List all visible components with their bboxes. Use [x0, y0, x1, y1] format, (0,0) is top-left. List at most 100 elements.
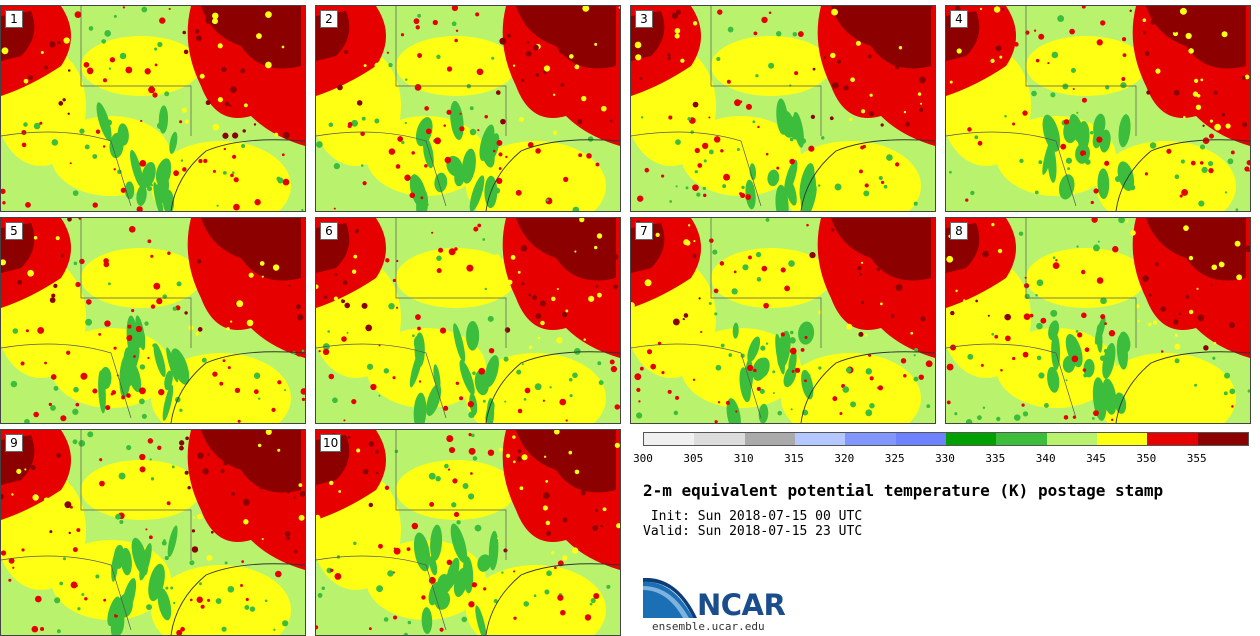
field-speckle [1221, 112, 1226, 117]
field-speckle [1148, 293, 1152, 297]
field-speckle [830, 52, 836, 59]
field-speckle [444, 156, 452, 164]
field-speckle [562, 517, 568, 523]
field-speckle [1232, 54, 1239, 60]
field-speckle [334, 273, 338, 277]
field-speckle [234, 387, 241, 394]
field-speckle [895, 65, 900, 70]
field-speckle [1154, 262, 1159, 266]
field-speckle [1192, 91, 1199, 97]
field-speckle [478, 367, 486, 375]
field-speckle [671, 12, 679, 19]
field-speckle [475, 12, 480, 17]
field-speckle [740, 192, 746, 198]
cool-streak [131, 537, 149, 576]
field-speckle [257, 443, 262, 448]
field-speckle [49, 530, 53, 534]
ensemble-member-panel[interactable]: 6 [315, 217, 621, 424]
field-speckle [1050, 92, 1056, 98]
field-speckle [634, 41, 642, 49]
field-speckle [557, 594, 564, 601]
field-speckle [133, 355, 136, 358]
ensemble-member-panel[interactable]: 3 [630, 5, 936, 212]
field-speckle [1076, 245, 1079, 248]
field-speckle [95, 129, 101, 134]
field-speckle [328, 373, 335, 380]
field-speckle [1036, 279, 1044, 287]
field-speckle [462, 482, 469, 489]
field-speckle [848, 218, 853, 223]
warm-region [711, 248, 831, 308]
field-speckle [277, 177, 284, 184]
field-speckle [543, 492, 550, 499]
ensemble-member-panel[interactable]: 5 [0, 217, 306, 424]
field-speckle [451, 502, 457, 508]
field-speckle [165, 586, 169, 590]
ensemble-member-panel[interactable]: 1 [0, 5, 306, 212]
field-speckle [694, 147, 700, 154]
coastline [170, 139, 305, 211]
member-number-label: 7 [635, 222, 653, 240]
field-speckle [164, 91, 170, 97]
coastline [1115, 139, 1250, 211]
field-speckle [342, 296, 346, 300]
field-speckle [439, 627, 444, 632]
field-speckle [797, 31, 804, 38]
field-speckle [614, 442, 620, 448]
ensemble-member-panel[interactable]: 10 [315, 429, 621, 636]
field-speckle [1004, 313, 1011, 321]
field-speckle [223, 460, 228, 466]
colorbar-swatch [845, 433, 896, 445]
field-speckle [714, 420, 718, 423]
field-speckle [756, 277, 762, 282]
field-speckle [240, 68, 246, 74]
field-speckle [455, 29, 459, 32]
field-speckle [351, 399, 357, 405]
field-speckle [1158, 7, 1165, 15]
ensemble-member-panel[interactable]: 9 [0, 429, 306, 636]
field-speckle [765, 342, 769, 345]
cool-streak [480, 136, 495, 168]
field-speckle [702, 186, 706, 190]
field-speckle [477, 129, 480, 132]
field-speckle [698, 297, 701, 300]
ensemble-member-panel[interactable]: 2 [315, 5, 621, 212]
field-speckle [344, 49, 349, 54]
field-speckle [723, 173, 731, 181]
boundary-line [316, 343, 447, 419]
field-speckle [806, 223, 809, 227]
field-speckle [217, 97, 224, 103]
ensemble-member-panel[interactable]: 4 [945, 5, 1251, 212]
field-speckle [857, 266, 862, 271]
field-speckle [212, 169, 216, 173]
warm-region [396, 460, 516, 520]
field-speckle [198, 159, 203, 164]
cool-streak [430, 524, 443, 561]
field-speckle [867, 54, 872, 59]
cool-streak [745, 179, 756, 210]
field-speckle [472, 371, 476, 375]
field-speckle [102, 78, 108, 83]
field-speckle [552, 93, 556, 97]
theta-e-map [316, 6, 620, 211]
field-speckle [776, 166, 780, 170]
field-speckle [153, 282, 161, 290]
cool-streak [1094, 316, 1106, 345]
ensemble-member-panel[interactable]: 7 [630, 217, 936, 424]
ensemble-url[interactable]: ensemble.ucar.edu [652, 620, 765, 633]
field-speckle [965, 198, 969, 202]
ensemble-member-panel[interactable]: 8 [945, 217, 1251, 424]
field-speckle [780, 332, 785, 337]
field-speckle [414, 84, 422, 91]
field-speckle [580, 490, 586, 496]
field-speckle [436, 54, 441, 60]
boundary-line [80, 6, 192, 136]
cool-streak [775, 333, 785, 375]
field-speckle [298, 514, 305, 521]
hottest-region [516, 218, 616, 281]
field-speckle [507, 33, 511, 38]
field-speckle [152, 92, 158, 98]
field-speckle [55, 236, 60, 241]
field-speckle [1096, 277, 1104, 284]
colorbar-swatch [1147, 433, 1198, 445]
